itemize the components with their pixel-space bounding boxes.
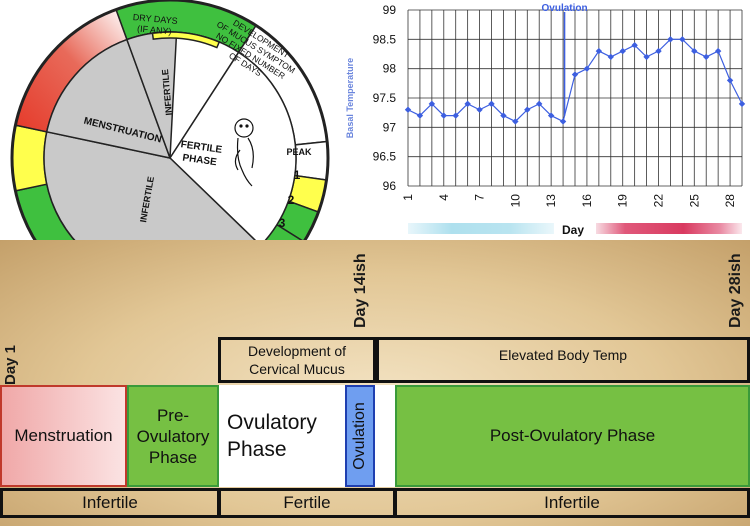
day-1-marker: Day 1	[2, 344, 19, 385]
menstruation-phase: Menstruation	[0, 385, 127, 487]
data-point	[583, 65, 591, 72]
fertile-wedge	[169, 51, 297, 247]
ovulation-label: Ovulation	[351, 402, 368, 470]
data-point	[428, 100, 436, 108]
day-28-marker: Day 28ish	[727, 253, 744, 328]
yellow-segment-left	[11, 124, 48, 192]
y-tick-label: 98	[383, 62, 397, 76]
x-tick-label: 1	[401, 194, 415, 201]
x-tick-label: 22	[652, 194, 666, 208]
data-point	[655, 47, 662, 55]
data-point	[607, 53, 614, 61]
data-point	[643, 53, 650, 61]
peak-day-3: 3	[279, 216, 286, 230]
header-elevated-temp: Elevated Body Temp	[376, 337, 750, 383]
x-tick-label: 7	[473, 194, 487, 201]
data-point	[559, 118, 567, 125]
dry-days-label: DRY DAYS(IF ANY)	[131, 12, 178, 37]
data-point	[488, 100, 495, 108]
y-axis-label: Basal Temperature	[345, 58, 355, 138]
x-tick-label: 19	[616, 194, 630, 208]
data-point	[440, 112, 447, 119]
x-tick-label: 28	[723, 194, 737, 208]
day-gradient-bar-luteal	[596, 223, 742, 234]
infertile-right-bar: Infertile	[394, 488, 750, 518]
header-cervical-mucus: Development of Cervical Mucus	[218, 337, 376, 383]
infertile-top-label: INFERTILE	[160, 69, 174, 116]
ovulation-annotation: Ovulation	[542, 3, 588, 14]
data-point	[726, 77, 734, 84]
dry-days-yellow-stripe	[151, 31, 221, 49]
infertile-left-bar: Infertile	[0, 488, 220, 518]
data-point	[667, 36, 674, 43]
baby-illustration	[234, 118, 254, 187]
data-point	[619, 47, 626, 55]
ovulatory-phase: Ovulatory Phase	[219, 385, 345, 487]
data-point	[452, 112, 459, 119]
x-tick-label: 16	[580, 194, 594, 208]
x-tick-label: 13	[544, 194, 558, 208]
day-14-marker: Day 14ish	[352, 253, 369, 328]
x-axis-label: Day	[562, 223, 584, 237]
ovulation-phase: Ovulation	[345, 385, 375, 487]
y-tick-label: 98.5	[373, 32, 397, 46]
peak-day-2: 2	[288, 193, 295, 207]
basal-temperature-chart: 96 96.5 97 97.5 98 98.5 99 1 4 7 10 13 16 19 22 25 28 O…	[345, 3, 746, 237]
pre-ovulatory-phase: Pre-Ovulatory Phase	[127, 385, 219, 487]
data-point	[416, 112, 424, 119]
data-point	[714, 47, 722, 55]
x-tick-label: 10	[508, 194, 522, 208]
y-tick-label: 96.5	[373, 150, 397, 164]
peak-day-1: 1	[294, 168, 301, 182]
data-point	[703, 53, 710, 61]
gap-block	[375, 385, 395, 487]
day-gradient-bar-follicular	[408, 223, 554, 234]
data-point	[476, 106, 483, 113]
data-point	[595, 47, 603, 55]
y-tick-label: 97	[383, 120, 397, 134]
y-tick-label: 97.5	[373, 91, 397, 105]
post-ovulatory-phase: Post-Ovulatory Phase	[395, 385, 750, 487]
y-tick-label: 96	[383, 179, 397, 193]
peak-label: PEAK	[286, 147, 312, 157]
x-tick-label: 25	[687, 194, 701, 208]
x-tick-label: 4	[437, 194, 451, 201]
fertile-bar: Fertile	[218, 488, 396, 518]
y-tick-label: 99	[383, 3, 397, 17]
data-point	[404, 106, 412, 113]
menstruation-wedge	[45, 38, 172, 160]
data-point	[738, 100, 746, 108]
data-point	[571, 71, 579, 78]
data-point	[500, 112, 507, 119]
